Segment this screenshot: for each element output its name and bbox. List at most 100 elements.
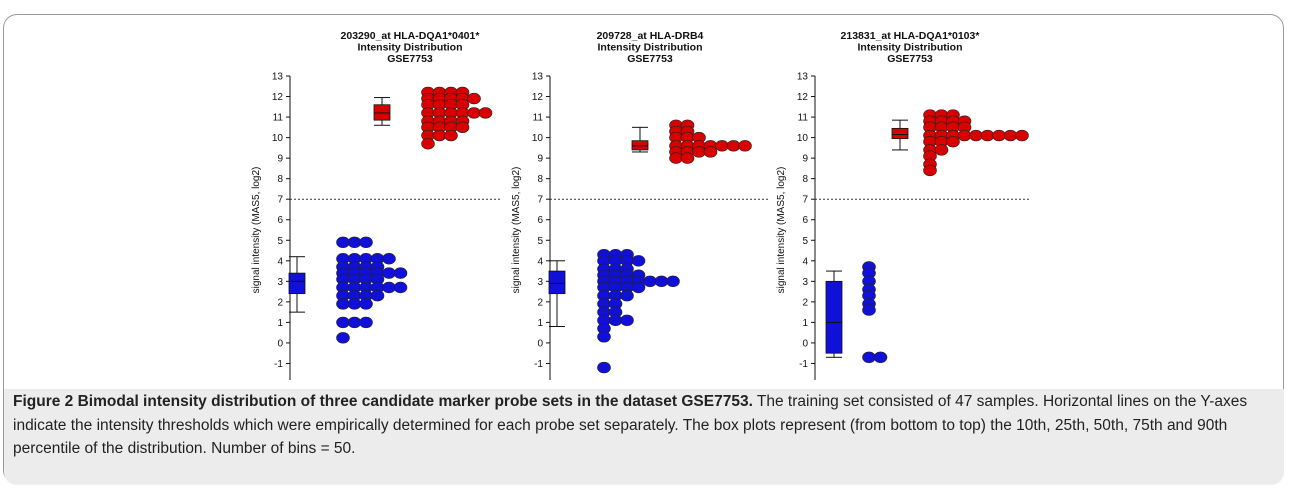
panel-1-title-line-1: 203290_at HLA-DQA1*0401*	[341, 30, 481, 42]
panel-1-point-on	[467, 107, 481, 119]
panel-2-y-tick-label: 12	[532, 92, 544, 103]
panel-1-point-on	[467, 92, 481, 105]
figure-caption: Figure 2 Bimodal intensity distribution …	[13, 390, 1275, 461]
panel-3-y-tick-label: -2	[799, 380, 808, 381]
panel-2-y-tick-label: 7	[537, 195, 543, 206]
panel-2-point-off	[643, 275, 657, 288]
panel-3-point-on	[957, 129, 972, 142]
panel-1-title-line-2: Intensity Distribution	[358, 42, 463, 54]
panel-1-y-tick-label: 12	[272, 92, 284, 103]
panel-2-y-axis-label: signal intensity (MAS5, log2)	[511, 167, 522, 294]
panel-3-title-line-2: Intensity Distribution	[858, 42, 963, 54]
panel-1-y-tick-label: -1	[274, 359, 283, 370]
panel-2-box-on-iqr	[631, 140, 649, 151]
panel-3-point-on	[934, 144, 949, 156]
panel-2-point-off	[631, 281, 646, 294]
panel-2-point-on	[680, 152, 695, 164]
panel-3-y-tick-label: 4	[802, 256, 808, 267]
panel-1-y-tick-label: 1	[277, 318, 283, 329]
panel-1-y-tick-label: 5	[277, 236, 283, 247]
panel-3-y-tick-label: 3	[802, 277, 808, 288]
panel-1-y-tick-label: -2	[274, 380, 283, 381]
panel-3-y-tick-label: 5	[802, 236, 808, 247]
panel-3-y-tick-label: 11	[798, 113, 809, 124]
panel-1-point-off	[347, 298, 362, 310]
panel-3-title-line-3: GSE7753	[887, 53, 933, 65]
panel-3-y-tick-label: 6	[802, 215, 808, 226]
panel-2-point-off	[597, 361, 611, 374]
panel-2-y-tick-label: 1	[537, 318, 543, 329]
panel-1-y-tick-label: 4	[277, 256, 283, 267]
panel-1-point-off	[336, 332, 350, 344]
panel-2-point-on	[726, 140, 741, 152]
panel-1-y-tick-label: 6	[277, 215, 283, 226]
panel-2-y-tick-label: 8	[537, 174, 543, 185]
panel-3-y-tick-label: 0	[802, 338, 808, 349]
panel-3-point-on	[946, 136, 960, 148]
panel-2-y-tick-label: 11	[533, 113, 544, 124]
panel-1-box-on-iqr	[373, 104, 391, 121]
panel-2-point-on	[669, 152, 683, 164]
panel-3-y-axis-label: signal intensity (MAS5, log2)	[776, 167, 787, 294]
panel-3-y-tick-label: 8	[802, 174, 808, 185]
panel-1-point-off	[393, 267, 408, 279]
panel-2-point-on	[692, 146, 706, 158]
panel-3-y-tick-label: 2	[802, 297, 808, 308]
panel-1-y-tick-label: 7	[277, 195, 283, 206]
panel-2-y-tick-label: 3	[537, 277, 543, 288]
panel-3-y-tick-label: 10	[797, 133, 809, 144]
panel-1-y-tick-label: 0	[277, 338, 283, 349]
panel-1-point-on	[455, 121, 470, 134]
panel-2-y-tick-label: 2	[537, 297, 543, 308]
panel-3-box-off-iqr	[825, 280, 843, 354]
caption-background	[4, 389, 1284, 485]
panel-3-point-off	[873, 351, 888, 364]
panel-1-point-on	[432, 129, 447, 142]
panel-1-point-off	[336, 298, 350, 310]
panel-1-point-on	[478, 107, 493, 119]
panel-1-y-tick-label: 8	[277, 174, 283, 185]
panel-1-point-off	[336, 316, 350, 329]
panel-2-title-line-2: Intensity Distribution	[598, 42, 703, 54]
panel-1-y-tick-label: 13	[272, 72, 284, 83]
panel-3-title-line-1: 213831_at HLA-DQA1*0103*	[841, 30, 981, 42]
panel-2-point-off	[608, 314, 623, 327]
panel-1-point-on	[444, 129, 458, 142]
panel-3-y-tick-label: 9	[802, 154, 808, 165]
panel-1-point-off	[393, 281, 408, 294]
panel-1-point-off	[359, 236, 373, 249]
panel-1-point-off	[336, 236, 350, 249]
panel-1-y-tick-label: 11	[273, 113, 284, 124]
caption-label: Figure 2	[13, 393, 74, 410]
panel-3-point-on	[1015, 129, 1029, 142]
panel-3-y-tick-label: 7	[802, 195, 808, 206]
panel-2-point-on	[715, 140, 729, 152]
panel-3-point-on	[969, 129, 983, 142]
panel-3-y-tick-label: 12	[797, 92, 809, 103]
panel-2-y-tick-label: 6	[537, 215, 543, 226]
panel-1-point-off	[370, 290, 385, 302]
caption-text: The training set consisted of 47 samples…	[13, 393, 1248, 457]
panel-3-point-on	[923, 164, 937, 177]
panel-2-y-tick-label: 9	[537, 154, 543, 165]
panel-3-y-tick-label: 13	[797, 72, 809, 83]
panel-3-point-on	[992, 129, 1006, 142]
panel-2-point-off	[666, 275, 680, 288]
panel-1-y-tick-label: 3	[277, 277, 283, 288]
panel-1-y-axis-label: signal intensity (MAS5, log2)	[251, 167, 262, 294]
panel-1-point-off	[382, 267, 396, 279]
panel-3-point-off	[862, 351, 876, 364]
panel-2-y-tick-label: -1	[534, 359, 543, 370]
panel-3-y-tick-label: 1	[802, 318, 808, 329]
panel-1-point-off	[359, 316, 373, 329]
panel-2-point-off	[620, 290, 634, 302]
panel-2-point-off	[620, 314, 634, 327]
panel-3-point-on	[1003, 129, 1018, 142]
panel-2-point-off	[597, 331, 611, 343]
panel-3-point-on	[980, 129, 995, 142]
panel-2-point-on	[703, 146, 718, 158]
panel-1-point-off	[347, 236, 362, 249]
panel-3-y-tick-label: -1	[799, 359, 808, 370]
panel-1-y-tick-label: 2	[277, 297, 283, 308]
panel-2-y-tick-label: 0	[537, 338, 543, 349]
